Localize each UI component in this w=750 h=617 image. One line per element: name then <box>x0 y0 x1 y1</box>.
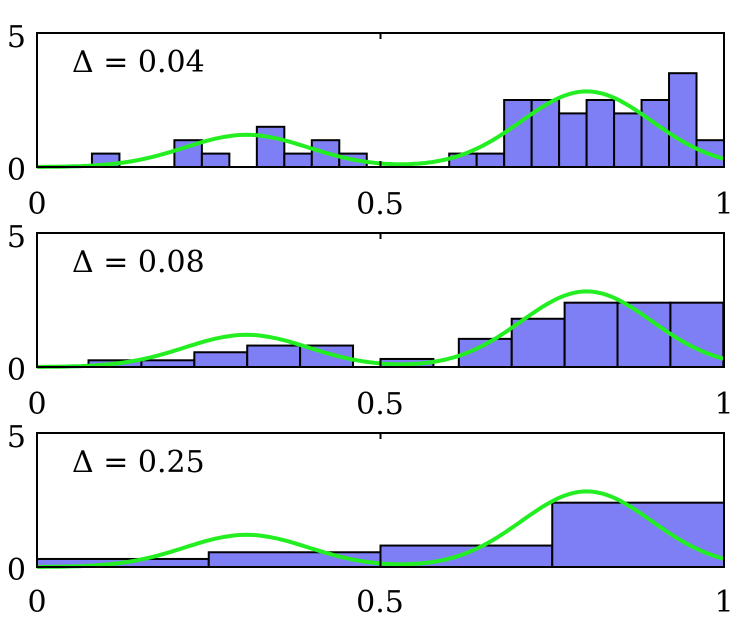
histogram-bar <box>283 152 313 169</box>
histogram-bar <box>255 125 286 169</box>
x-tick-label-1: 1 <box>714 187 733 222</box>
y-tick-label-5: 5 <box>7 420 26 455</box>
x-tick-label-0-5: 0.5 <box>356 187 404 222</box>
bars-group <box>90 72 726 169</box>
panel-delta-0-08: Δ = 0.08 5 0 0 0.5 1 <box>7 220 734 422</box>
x-tick-label-1: 1 <box>714 585 733 617</box>
y-tick-label-0: 0 <box>7 553 26 588</box>
bars-group <box>36 501 725 569</box>
histogram-bar <box>475 152 506 169</box>
histogram-bar <box>246 344 302 368</box>
histogram-bar <box>613 112 643 168</box>
histogram-bar <box>616 301 672 368</box>
histogram-bar <box>640 99 671 168</box>
x-tick-label-0-5: 0.5 <box>356 387 404 422</box>
x-tick-label-0: 0 <box>27 585 46 617</box>
panel-label: Δ = 0.25 <box>72 445 205 480</box>
panel-label: Δ = 0.08 <box>72 245 205 280</box>
x-tick-label-1: 1 <box>714 387 733 422</box>
x-tick-label-0: 0 <box>27 187 46 222</box>
y-tick-label-5: 5 <box>7 20 26 55</box>
panel-delta-0-04: Δ = 0.04 5 0 0 0.5 1 <box>7 20 734 222</box>
x-tick-label-0: 0 <box>27 387 46 422</box>
histogram-bar <box>563 301 619 368</box>
panel-delta-0-25: Δ = 0.25 5 0 0 0.5 1 <box>7 420 734 617</box>
histogram-bar <box>503 99 533 168</box>
histogram-bar <box>510 317 566 369</box>
panel-label: Δ = 0.04 <box>72 45 205 80</box>
y-tick-label-5: 5 <box>7 220 26 255</box>
histogram-bar <box>558 112 588 168</box>
histogram-bar <box>585 99 616 168</box>
histogram-bar <box>140 359 196 368</box>
bars-group <box>87 301 725 369</box>
x-tick-label-0-5: 0.5 <box>356 585 404 617</box>
histogram-bar <box>200 152 231 169</box>
histogram-bar <box>668 72 698 168</box>
y-tick-label-0: 0 <box>7 353 26 388</box>
histogram-bar <box>193 351 249 369</box>
y-tick-label-0: 0 <box>7 153 26 188</box>
